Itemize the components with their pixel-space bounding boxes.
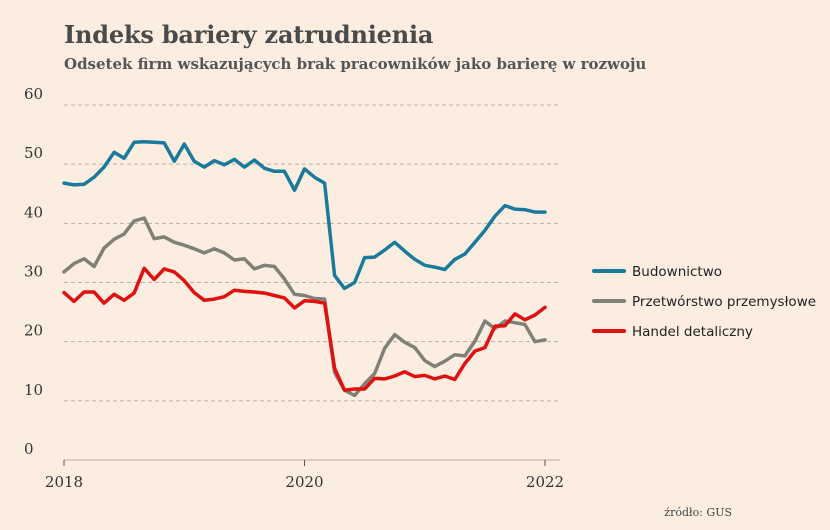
- chart-subtitle: Odsetek firm wskazujących brak pracownik…: [64, 55, 647, 73]
- x-tick-label: 2022: [526, 473, 564, 491]
- y-tick-label: 20: [24, 322, 43, 340]
- y-tick-label: 40: [24, 203, 43, 221]
- series-line-budownictwo: [62, 139, 547, 291]
- legend-label: Budownictwo: [632, 264, 722, 280]
- y-tick-label: 60: [24, 85, 43, 103]
- y-tick-label: 30: [24, 263, 43, 281]
- chart-title: Indeks bariery zatrudnienia: [64, 20, 434, 49]
- y-tick-label: 50: [24, 144, 43, 162]
- series-line-przetw-rstwo-przemys-owe: [62, 216, 547, 398]
- x-tick-label: 2020: [285, 473, 323, 491]
- x-axis: 2018 2020 2022: [45, 460, 564, 491]
- y-tick-label: 10: [24, 381, 43, 399]
- x-tick-label: 2018: [45, 473, 83, 491]
- source-note: źródło: GUS: [664, 506, 732, 519]
- series-lines: [62, 139, 547, 398]
- y-axis-tick-labels: 0 10 20 30 40 50 60: [24, 85, 43, 458]
- legend-label: Handel detaliczny: [632, 324, 753, 340]
- series-line-handel-detaliczny: [62, 266, 547, 392]
- grid-lines: [64, 104, 560, 461]
- legend: Budownictwo Przetwórstwo przemysłowe Hande…: [592, 264, 816, 340]
- legend-label: Przetwórstwo przemysłowe: [632, 294, 816, 310]
- y-tick-label: 0: [24, 440, 34, 458]
